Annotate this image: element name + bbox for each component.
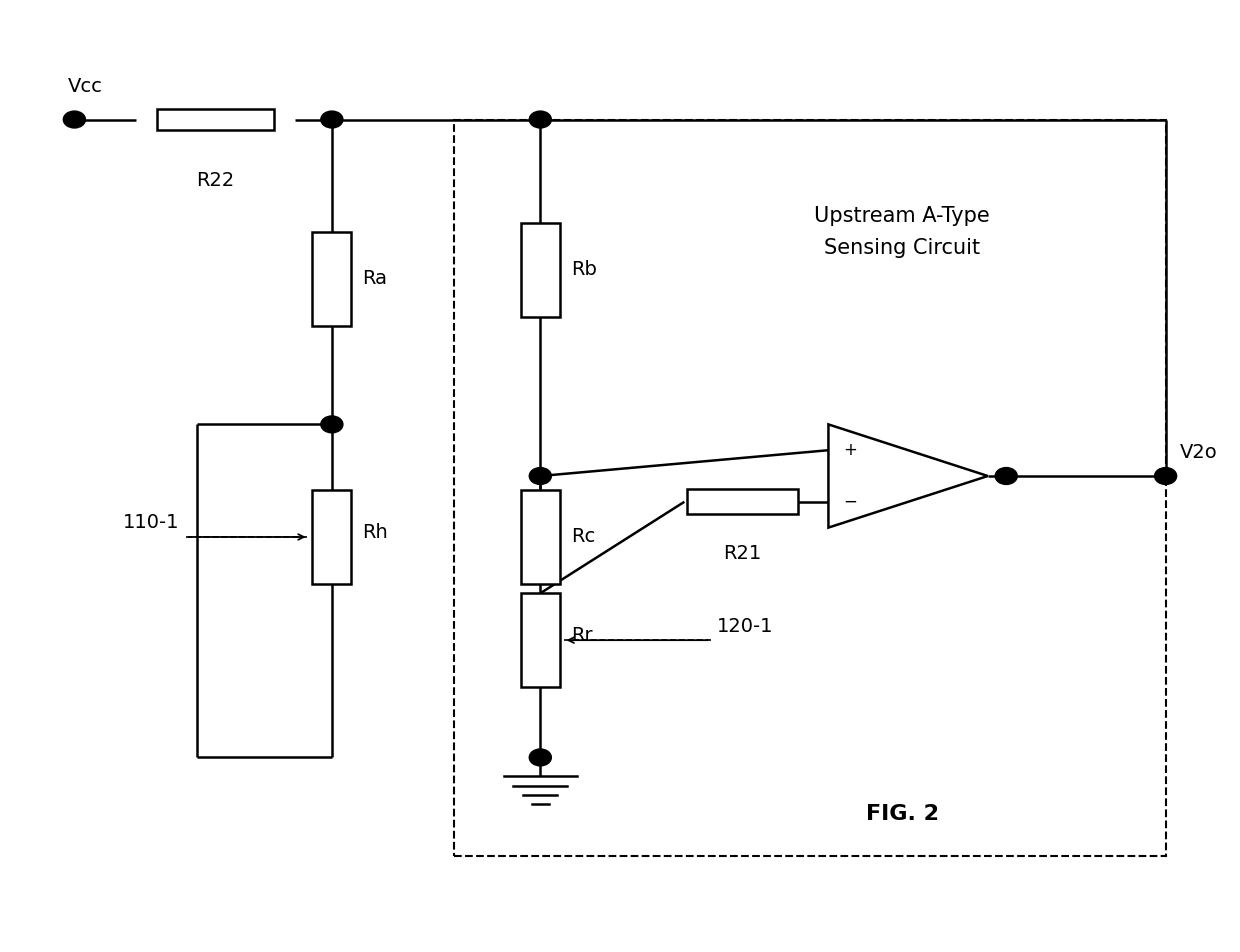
Bar xyxy=(521,223,560,316)
Bar xyxy=(312,490,351,584)
Text: −: − xyxy=(843,493,857,511)
Text: Ra: Ra xyxy=(362,269,388,288)
Text: FIG. 2: FIG. 2 xyxy=(866,803,939,823)
Text: Rb: Rb xyxy=(570,260,596,279)
Text: Vcc: Vcc xyxy=(68,77,103,96)
Circle shape xyxy=(63,111,86,128)
Circle shape xyxy=(321,416,343,433)
Circle shape xyxy=(529,467,552,485)
Circle shape xyxy=(996,467,1017,485)
Text: V2o: V2o xyxy=(1180,443,1218,462)
Bar xyxy=(312,232,351,326)
Circle shape xyxy=(529,749,552,765)
Bar xyxy=(455,120,1166,856)
Bar xyxy=(521,490,560,584)
Text: Rh: Rh xyxy=(362,523,388,542)
Text: Rr: Rr xyxy=(570,626,593,645)
Text: Rc: Rc xyxy=(570,527,595,546)
Text: 120-1: 120-1 xyxy=(717,617,774,636)
Circle shape xyxy=(1154,467,1177,485)
Text: Upstream A-Type
Sensing Circuit: Upstream A-Type Sensing Circuit xyxy=(815,207,990,258)
Bar xyxy=(157,109,274,129)
Bar xyxy=(521,593,560,687)
Circle shape xyxy=(529,111,552,128)
Text: +: + xyxy=(843,441,857,459)
Circle shape xyxy=(321,111,343,128)
Text: R21: R21 xyxy=(723,544,761,563)
Bar xyxy=(687,489,797,514)
Text: R22: R22 xyxy=(196,171,234,190)
Text: 110-1: 110-1 xyxy=(123,513,180,532)
